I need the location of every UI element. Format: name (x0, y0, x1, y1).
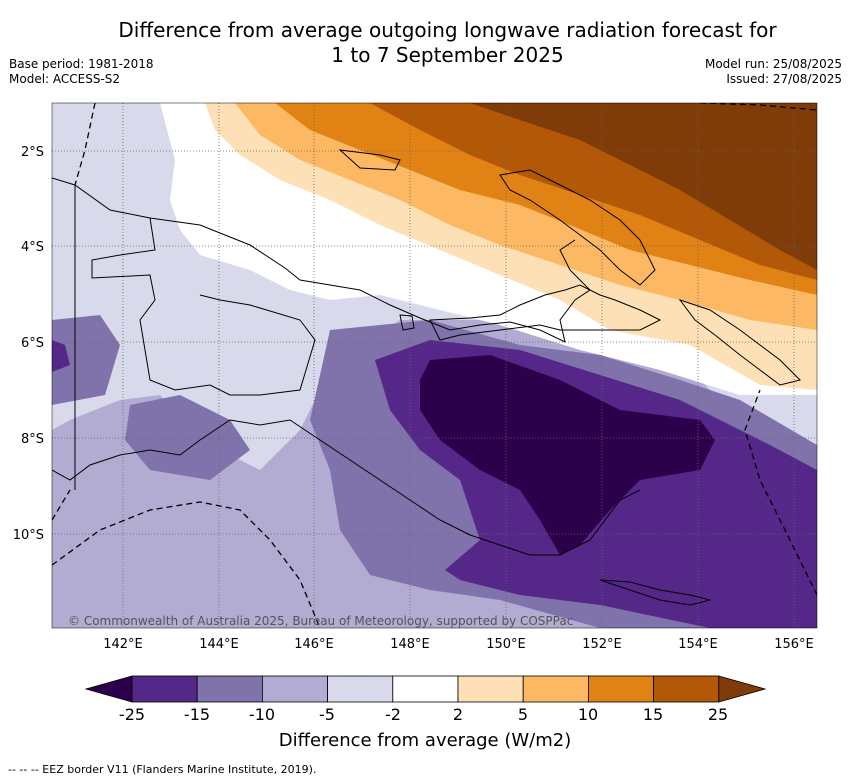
colorbar-swatch (522, 675, 589, 703)
colorbar-tick: -5 (319, 705, 335, 724)
graticule (52, 103, 817, 628)
lat-tick: 4°S (21, 240, 44, 255)
south-coast (52, 419, 641, 556)
lat-tick: 8°S (21, 432, 44, 447)
colorbar-extend-low (84, 675, 133, 703)
island-a (338, 149, 401, 171)
lon-tick: 142°E (103, 637, 143, 652)
colorbar-tick: -25 (118, 705, 146, 724)
lon-tick: 152°E (582, 637, 622, 652)
lat-tick: 10°S (13, 528, 44, 543)
eez-west-south (52, 489, 71, 521)
field-west-m10 (52, 315, 120, 405)
lon-tick: 144°E (199, 637, 239, 652)
colorbar-tick: 5 (517, 705, 529, 724)
colorbar-tick: -2 (385, 705, 401, 724)
title-line-1: Difference from average outgoing longwav… (118, 18, 777, 42)
colorbar-swatch (196, 675, 263, 703)
lat-axis: 2°S 4°S 6°S 8°S 10°S (13, 145, 44, 543)
model-name: Model: ACCESS-S2 (9, 72, 121, 86)
island-new-britain (429, 284, 662, 341)
chart-title: Difference from average outgoing longwav… (0, 18, 850, 68)
eez-south (52, 501, 321, 628)
colorbar-swatch (131, 675, 198, 703)
colorbar-tick: 25 (707, 705, 729, 724)
lat-tick: 2°S (21, 145, 44, 160)
field-east-m25 (420, 355, 715, 555)
colorbar-tick: 10 (577, 705, 599, 724)
lat-tick: 6°S (21, 336, 44, 351)
eez-west-north (74, 103, 96, 186)
lon-tick: 148°E (390, 637, 430, 652)
colorbar-tick: -15 (183, 705, 211, 724)
field-band-p25 (470, 103, 817, 270)
copyright-text: © Commonwealth of Australia 2025, Bureau… (68, 614, 573, 628)
island-small (399, 314, 415, 331)
field-south-m10 (125, 395, 250, 480)
colorbar-tick: 15 (642, 705, 664, 724)
anomaly-field (52, 103, 817, 628)
model-run: Model run: 25/08/2025 (704, 57, 842, 71)
colorbar-extend-high (718, 675, 767, 703)
map-frame (51, 102, 818, 629)
colorbar-title: Difference from average (W/m2) (278, 730, 572, 751)
issued-date: Issued: 27/08/2025 (726, 72, 842, 86)
island-solomons (678, 299, 801, 386)
north-coast (52, 177, 591, 343)
meta-left: Base period: 1981-2018 Model: ACCESS-S2 (9, 57, 154, 87)
base-period: Base period: 1981-2018 (9, 57, 154, 71)
colorbar-swatch (588, 675, 655, 703)
lon-tick: 146°E (294, 637, 334, 652)
island-southeast (599, 579, 711, 606)
lon-tick: 154°E (678, 637, 718, 652)
colorbar (84, 675, 767, 703)
title-line-2: 1 to 7 September 2025 (331, 43, 564, 67)
lon-axis: 142°E 144°E 146°E 148°E 150°E 152°E 154°… (103, 637, 814, 652)
eez-east (744, 389, 817, 596)
lon-tick: 156°E (774, 637, 814, 652)
lon-tick: 150°E (486, 637, 526, 652)
eez-northeast (699, 103, 817, 111)
colorbar-swatch (261, 675, 328, 703)
colorbar-tick: 2 (452, 705, 464, 724)
colorbar-swatch (327, 675, 394, 703)
eez-footnote: -- -- -- EEZ border V11 (Flanders Marine… (8, 763, 317, 776)
province-lines (91, 217, 316, 396)
island-new-ireland (499, 169, 656, 286)
colorbar-swatch (392, 675, 459, 703)
field-west-m15 (52, 340, 70, 372)
colorbar-swatch (653, 675, 720, 703)
colorbar-tick: -10 (248, 705, 276, 724)
colorbar-swatch (457, 675, 524, 703)
meta-right: Model run: 25/08/2025 Issued: 27/08/2025 (705, 57, 842, 87)
eez-borders (52, 103, 817, 628)
coastlines (52, 149, 801, 606)
